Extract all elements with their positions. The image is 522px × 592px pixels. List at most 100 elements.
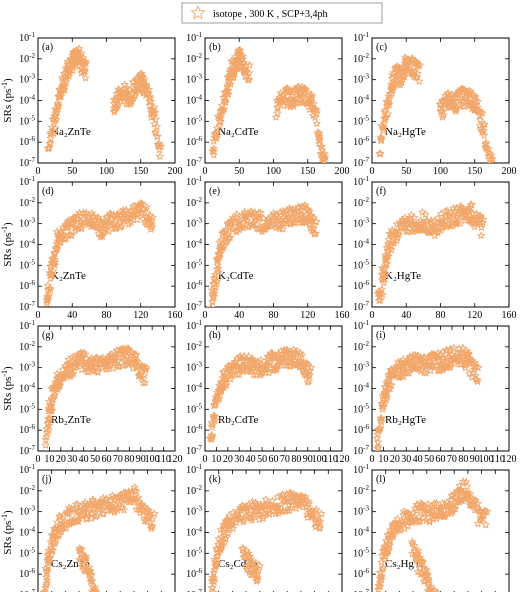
- data-point-star: [148, 521, 156, 530]
- x-tick-label: 150: [467, 166, 482, 177]
- y-tick-label: 10-3: [19, 217, 35, 230]
- x-tick-label: 160: [335, 310, 350, 321]
- panel-a: 10-7 10-6 10-5 10-4 10-3 10-2 10-1 0 50 100 150 200…: [0, 31, 183, 177]
- data-point-star: [143, 517, 152, 526]
- data-point-star: [57, 92, 65, 100]
- data-point-star: [416, 61, 424, 69]
- y-tick-label: 10-7: [353, 300, 369, 313]
- data-point-star: [301, 89, 309, 98]
- data-point-star: [309, 213, 318, 222]
- y-tick-label: 10-3: [19, 361, 35, 374]
- data-point-star: [51, 391, 59, 399]
- scatter-series: [373, 200, 488, 307]
- data-point-star: [248, 570, 257, 579]
- data-point-star: [82, 554, 91, 563]
- data-point-star: [210, 147, 218, 155]
- data-point-star: [447, 214, 456, 222]
- data-point-star: [383, 388, 391, 396]
- data-point-star: [432, 514, 441, 522]
- data-point-star: [279, 91, 288, 99]
- y-tick-label: 10-1: [353, 319, 369, 332]
- data-point-star: [255, 561, 264, 570]
- data-point-star: [120, 217, 129, 225]
- data-point-star: [230, 68, 239, 77]
- data-point-star: [105, 217, 114, 225]
- data-point-star: [94, 213, 103, 221]
- data-point-star: [471, 92, 479, 100]
- data-point-star: [379, 563, 388, 572]
- data-point-star: [447, 350, 456, 358]
- data-point-star: [464, 205, 473, 213]
- data-point-star: [51, 537, 59, 546]
- compound-label: Na₂ZnTe: [51, 126, 91, 138]
- panel-k: 10-710-610-510-410-310-210-1010203040506…: [186, 463, 343, 592]
- compound-label: K₂ZnTe: [51, 270, 86, 282]
- data-point-star: [110, 507, 119, 516]
- data-point-star: [471, 496, 480, 504]
- data-point-star: [68, 369, 77, 377]
- data-point-star: [115, 500, 124, 508]
- data-point-star: [453, 220, 461, 228]
- scatter-series: [207, 201, 321, 307]
- y-tick-label: 10-2: [19, 484, 35, 497]
- scatter-series: [44, 44, 166, 160]
- data-point-star: [473, 97, 482, 106]
- x-tick-label: 40: [79, 454, 89, 465]
- data-point-star: [142, 203, 151, 211]
- data-point-star: [74, 517, 83, 525]
- data-point-star: [65, 509, 74, 518]
- data-point-star: [455, 344, 463, 353]
- x-tick-label: 70: [113, 454, 123, 465]
- data-point-star: [226, 375, 235, 383]
- data-point-star: [305, 371, 314, 379]
- x-tick-label: 0: [370, 454, 375, 465]
- x-tick-label: 100: [145, 454, 160, 465]
- data-point-star: [474, 363, 483, 372]
- x-tick-label: 20: [56, 454, 66, 465]
- x-tick-label: 30: [401, 454, 411, 465]
- data-point-star: [212, 276, 221, 285]
- scatter-series: [39, 483, 159, 592]
- data-point-star: [212, 277, 221, 285]
- data-point-star: [208, 420, 217, 429]
- y-tick-label: 10-4: [19, 238, 35, 251]
- data-point-star: [377, 575, 386, 583]
- data-point-star: [310, 229, 318, 238]
- data-point-star: [379, 126, 388, 135]
- data-point-star: [217, 543, 226, 551]
- data-point-star: [301, 498, 310, 507]
- data-point-star: [209, 151, 218, 159]
- y-tick-label: 10-3: [19, 505, 35, 518]
- y-tick-label: 10-3: [186, 505, 202, 518]
- data-point-star: [468, 502, 477, 510]
- data-point-star: [139, 204, 148, 212]
- data-point-star: [48, 546, 57, 554]
- panel-j: 10-710-610-510-410-310-210-1010203040506…: [0, 463, 176, 592]
- data-point-star: [461, 211, 470, 219]
- data-point-star: [380, 399, 389, 408]
- panel-d: 10-7 10-6 10-5 10-4 10-3 10-2 10-1 0 40 80 120 160 S…: [0, 175, 183, 321]
- x-tick-label: 150: [300, 166, 315, 177]
- data-point-star: [156, 152, 164, 160]
- data-point-star: [74, 50, 83, 59]
- data-point-star: [46, 285, 55, 293]
- data-point-star: [148, 213, 157, 221]
- data-point-star: [74, 224, 83, 233]
- y-tick-label: 10-5: [19, 258, 35, 271]
- y-tick-label: 10-4: [186, 94, 202, 107]
- x-tick-label: 40: [401, 310, 411, 321]
- y-tick-label: 10-6: [186, 567, 202, 580]
- star-marker-icon: [190, 5, 206, 20]
- data-point-star: [439, 216, 448, 225]
- data-point-star: [253, 573, 262, 581]
- y-tick-label: 10-4: [19, 94, 35, 107]
- data-point-star: [140, 75, 149, 83]
- data-point-star: [471, 371, 480, 380]
- data-point-star: [307, 94, 316, 102]
- data-point-star: [468, 373, 476, 381]
- data-point-star: [87, 509, 96, 517]
- compound-label: Rb₂CdTe: [218, 414, 258, 426]
- data-point-star: [387, 381, 396, 389]
- y-tick-label: 10-1: [353, 31, 369, 44]
